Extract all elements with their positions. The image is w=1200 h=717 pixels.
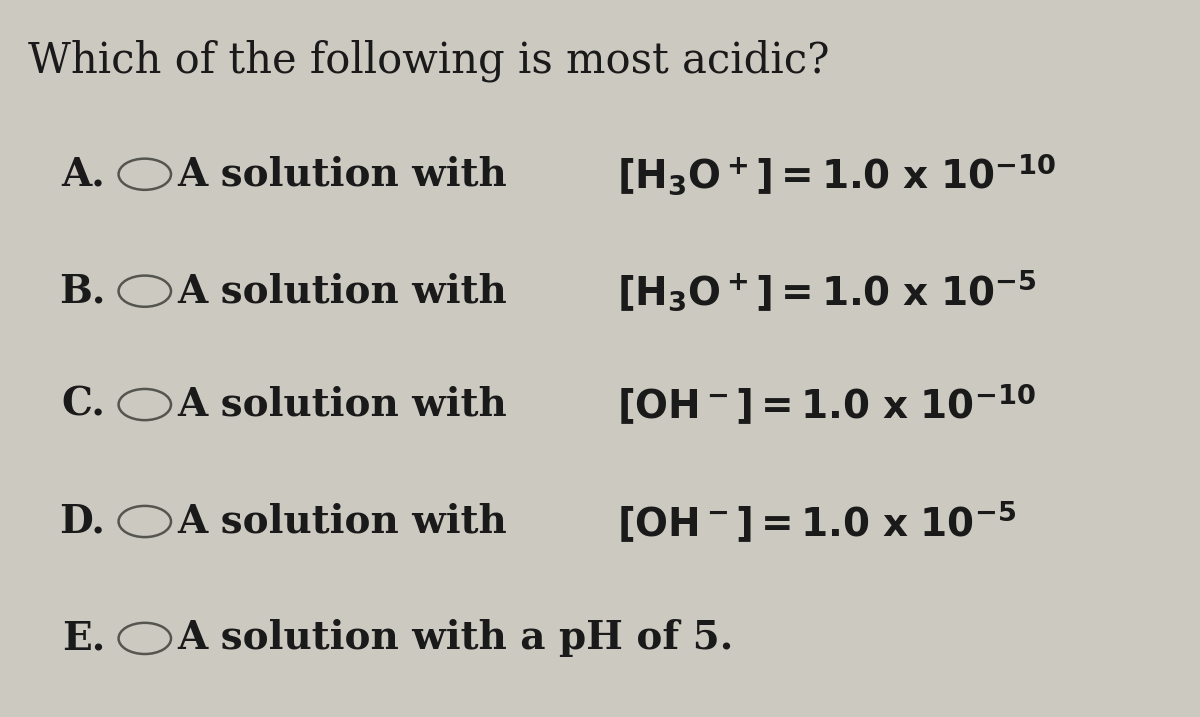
Text: A solution with: A solution with [176,156,521,194]
Text: A solution with: A solution with [176,503,521,541]
Text: Which of the following is most acidic?: Which of the following is most acidic? [28,39,829,82]
Text: A solution with: A solution with [176,272,521,310]
Text: A solution with: A solution with [176,156,521,194]
Text: C.: C. [61,386,106,424]
Text: A solution with: A solution with [176,272,521,310]
Text: A solution with: A solution with [176,503,521,541]
Text: A solution with: A solution with [176,386,521,424]
Text: $\mathbf{[H_3O^+] = 1.0\ x\ 10^{-10}}$: $\mathbf{[H_3O^+] = 1.0\ x\ 10^{-10}}$ [617,151,1056,197]
Text: D.: D. [60,503,106,541]
Text: $\mathbf{[OH^-] = 1.0\ x\ 10^{-5}}$: $\mathbf{[OH^-] = 1.0\ x\ 10^{-5}}$ [617,499,1016,544]
Text: B.: B. [59,272,106,310]
Text: A.: A. [61,156,106,194]
Text: $\mathbf{[OH^-] = 1.0\ x\ 10^{-10}}$: $\mathbf{[OH^-] = 1.0\ x\ 10^{-10}}$ [617,382,1036,427]
Text: E.: E. [62,619,106,657]
Text: $\mathbf{[H_3O^+] = 1.0\ x\ 10^{-5}}$: $\mathbf{[H_3O^+] = 1.0\ x\ 10^{-5}}$ [617,269,1037,313]
Text: A solution with: A solution with [176,386,521,424]
Text: A solution with a pH of 5.: A solution with a pH of 5. [176,619,733,657]
